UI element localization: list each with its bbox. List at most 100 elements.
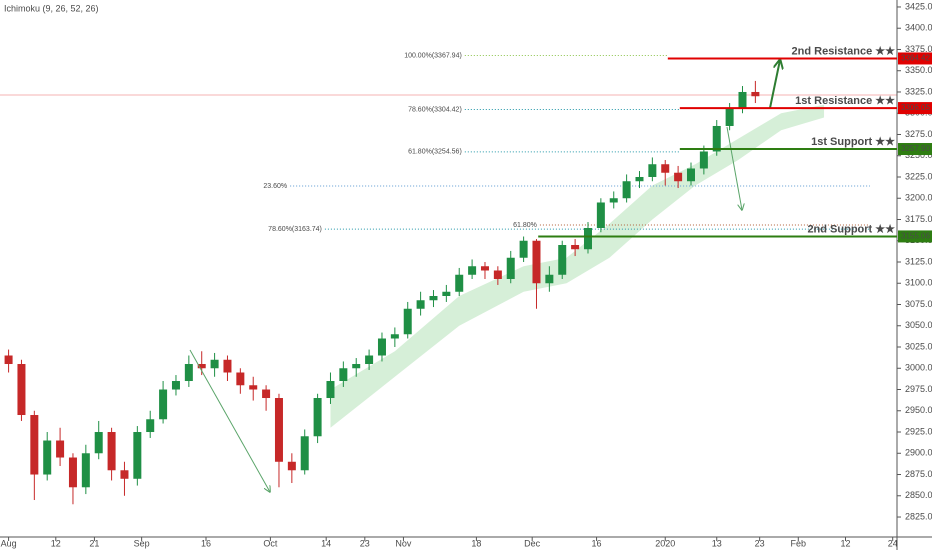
candle-body <box>468 266 477 275</box>
candle-body <box>184 364 193 382</box>
level-label: 2nd Resistance ★★ <box>792 45 896 57</box>
arrow <box>769 60 780 109</box>
candle-body <box>403 308 412 335</box>
ichimoku-cloud <box>330 104 825 428</box>
fib-label: 61.80% <box>513 222 537 229</box>
candle-body <box>133 432 142 479</box>
x-tick-label: Aug <box>1 538 17 548</box>
x-tick-label: 14 <box>321 538 331 548</box>
y-tick-label: 2950.00 <box>905 405 932 415</box>
y-tick-label: 3325.00 <box>905 86 932 96</box>
arrow <box>189 349 270 492</box>
candle-body <box>699 151 708 169</box>
price-tag-label: 3155.06 <box>901 232 930 241</box>
x-tick-label: Oct <box>263 538 278 548</box>
candle-body <box>107 432 116 471</box>
candle-body <box>68 457 77 488</box>
candle-body <box>751 91 760 97</box>
x-tick-label: 23 <box>755 538 765 548</box>
candle-body <box>674 172 683 182</box>
candle-body <box>249 385 258 390</box>
y-tick-label: 2900.00 <box>905 448 932 458</box>
x-tick-label: 24 <box>888 538 898 548</box>
candle-body <box>622 181 631 199</box>
candle-body <box>519 240 528 258</box>
indicator-label: Ichimoku (9, 26, 52, 26) <box>4 3 99 13</box>
candle-body <box>274 398 283 462</box>
x-tick-label: 12 <box>840 538 850 548</box>
candle-body <box>609 198 618 203</box>
candle-body <box>313 398 322 437</box>
candle-body <box>17 364 26 416</box>
x-tick-label: 2020 <box>655 538 675 548</box>
y-tick-label: 3275.00 <box>905 129 932 139</box>
fib-label: 78.60%(3304.42) <box>408 106 462 113</box>
candle-body <box>416 300 425 309</box>
candle-body <box>30 415 39 475</box>
candle-body <box>506 257 515 279</box>
x-tick-label: 18 <box>471 538 481 548</box>
y-tick-label: 2975.00 <box>905 384 932 394</box>
candle-body <box>120 470 129 479</box>
price-tag <box>898 52 932 65</box>
y-tick-label: 2925.00 <box>905 426 932 436</box>
y-tick-label: 3350.00 <box>905 65 932 75</box>
candle-body <box>159 389 168 420</box>
candle-body <box>493 270 502 279</box>
candle-body <box>197 364 206 369</box>
candle-body <box>56 440 65 458</box>
x-tick-label: 13 <box>712 538 722 548</box>
candle-body <box>94 432 103 454</box>
x-tick-label: 16 <box>592 538 602 548</box>
fib-label: 23.60% <box>263 183 287 190</box>
candle-body <box>686 168 695 182</box>
candle-body <box>596 202 605 228</box>
candle-body <box>661 164 670 173</box>
level-label: 1st Support ★★ <box>811 136 895 148</box>
candle-body <box>545 274 554 284</box>
arrow <box>726 126 742 210</box>
candle-body <box>287 461 296 471</box>
candle-body <box>635 176 644 182</box>
x-tick-label: 16 <box>201 538 211 548</box>
y-tick-label: 3175.00 <box>905 214 932 224</box>
y-tick-label: 2875.00 <box>905 469 932 479</box>
fib-label: 78.60%(3163.74) <box>268 226 322 233</box>
y-tick-label: 3000.00 <box>905 363 932 373</box>
y-tick-label: 2850.00 <box>905 490 932 500</box>
price-tag-label: 3364.42 <box>901 54 930 63</box>
candle-body <box>558 244 567 275</box>
candle-body <box>352 364 361 369</box>
candle-body <box>300 436 309 471</box>
candle-body <box>442 291 451 297</box>
candle-body <box>262 389 271 399</box>
level-label: 1st Resistance ★★ <box>795 95 895 107</box>
x-tick-label: Feb <box>791 538 807 548</box>
x-tick-label: Nov <box>395 538 412 548</box>
level-label: 2nd Support ★★ <box>807 223 895 235</box>
price-tag-label: 3306.05 <box>901 103 930 112</box>
y-tick-label: 3050.00 <box>905 320 932 330</box>
candle-body <box>326 381 335 399</box>
x-tick-label: 23 <box>360 538 370 548</box>
price-tag-label: 3257.90 <box>901 144 930 153</box>
candle-body <box>171 381 180 390</box>
y-tick-label: 3375.00 <box>905 44 932 54</box>
x-tick-label: 12 <box>51 538 61 548</box>
y-tick-label: 3225.00 <box>905 171 932 181</box>
price-tag <box>898 102 932 115</box>
y-tick-label: 3075.00 <box>905 299 932 309</box>
x-tick-label: Dec <box>524 538 541 548</box>
y-tick-label: 3025.00 <box>905 341 932 351</box>
plot-area: 100.00%(3367.94) 78.60%(3304.42) 61.80%(32… <box>0 52 897 505</box>
candle-body <box>583 227 592 250</box>
candle-body <box>81 453 90 488</box>
y-tick-label: 2825.00 <box>905 511 932 521</box>
y-tick-label: 3125.00 <box>905 256 932 266</box>
candle-body <box>532 240 541 284</box>
candle-body <box>236 372 245 386</box>
candle-body <box>429 296 438 301</box>
candle-body <box>712 125 721 152</box>
candle-body <box>365 355 374 365</box>
